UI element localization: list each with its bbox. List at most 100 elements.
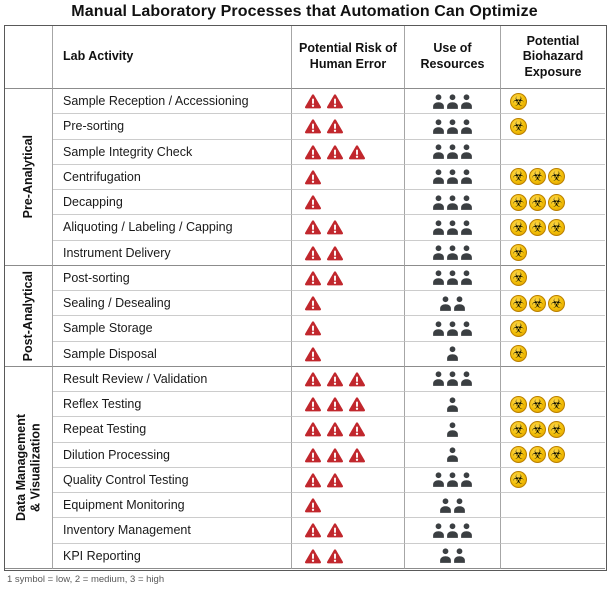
warning-triangle-icon (304, 523, 322, 538)
warning-triangle-icon (326, 473, 344, 488)
risk-symbols-cell (292, 190, 405, 216)
person-icon (447, 93, 458, 109)
activity-cell: Inventory Management (53, 518, 292, 544)
person-icon (433, 144, 444, 160)
risk-symbols-cell (292, 417, 405, 443)
warning-triangle-icon (304, 346, 322, 362)
person-icon (447, 144, 458, 160)
person-icon (447, 472, 458, 488)
person-icon (440, 497, 451, 513)
warning-triangle-icon (348, 422, 366, 437)
activity-cell: Aliquoting / Labeling / Capping (53, 215, 292, 241)
person-icon (447, 523, 458, 538)
resource-symbols-cell (405, 341, 501, 367)
risk-symbols-cell (292, 215, 405, 241)
resource-symbols-cell (405, 240, 501, 266)
biohazard-icon: ☣ (510, 92, 527, 110)
person-icon (461, 472, 472, 488)
person-icon (454, 295, 465, 311)
activity-cell: Dilution Processing (53, 442, 292, 468)
activity-cell: Pre-sorting (53, 114, 292, 140)
person-icon (447, 169, 458, 185)
warning-triangle-icon (304, 220, 322, 235)
activity-cell: KPI Reporting (53, 543, 292, 569)
biohazard-icon: ☣ (510, 345, 527, 363)
warning-triangle-icon (348, 372, 366, 387)
warning-triangle-icon (304, 422, 322, 437)
biohazard-symbols-cell: ☣ ☣ ☣ (501, 291, 605, 317)
warning-triangle-icon (348, 447, 366, 463)
person-icon (461, 220, 472, 235)
activity-cell: Quality Control Testing (53, 467, 292, 493)
biohazard-symbols-cell: ☣ (501, 316, 605, 342)
biohazard-icon: ☣ (548, 446, 565, 464)
biohazard-symbols-cell: ☣ ☣ ☣ (501, 165, 605, 190)
person-icon (447, 220, 458, 235)
person-icon (447, 245, 458, 261)
activity-cell: Reflex Testing (53, 392, 292, 418)
warning-triangle-icon (304, 144, 322, 160)
biohazard-icon: ☣ (510, 420, 527, 438)
warning-triangle-icon (326, 548, 344, 564)
column-header-resources: Use of Resources (405, 26, 501, 89)
biohazard-symbols-cell: ☣ (501, 241, 605, 266)
resource-symbols-cell (405, 265, 501, 291)
biohazard-icon: ☣ (548, 420, 565, 438)
person-icon (461, 119, 472, 134)
biohazard-icon: ☣ (529, 446, 546, 464)
biohazard-icon: ☣ (510, 269, 527, 287)
person-icon (433, 220, 444, 235)
resource-symbols-cell (405, 442, 501, 468)
risk-symbols-cell (292, 467, 405, 493)
person-icon (440, 295, 451, 311)
warning-triangle-icon (326, 397, 344, 412)
resource-symbols-cell (405, 89, 501, 115)
warning-triangle-icon (304, 119, 322, 134)
biohazard-symbols-cell: ☣ ☣ ☣ (501, 417, 605, 443)
resource-symbols-cell (405, 493, 501, 519)
biohazard-symbols-cell: ☣ (501, 114, 605, 140)
activity-cell: Sample Reception / Accessioning (53, 89, 292, 115)
biohazard-icon: ☣ (548, 193, 565, 211)
person-icon (447, 371, 458, 387)
biohazard-icon: ☣ (529, 193, 546, 211)
person-icon (447, 396, 458, 412)
biohazard-symbols-cell: ☣ ☣ ☣ (501, 443, 605, 468)
biohazard-icon: ☣ (529, 294, 546, 312)
biohazard-icon: ☣ (529, 218, 546, 236)
warning-triangle-icon (326, 94, 344, 109)
risk-symbols-cell (292, 366, 405, 392)
biohazard-icon: ☣ (510, 395, 527, 413)
warning-triangle-icon (304, 372, 322, 387)
risk-symbols-cell (292, 316, 405, 342)
risk-symbols-cell (292, 543, 405, 569)
risk-symbols-cell (292, 240, 405, 266)
group-label: Post-Analytical (5, 265, 53, 367)
warning-triangle-icon (304, 245, 322, 261)
group-label-text: Pre-Analytical (21, 135, 36, 219)
warning-triangle-icon (326, 220, 344, 235)
risk-symbols-cell (292, 164, 405, 190)
warning-triangle-icon (304, 195, 322, 210)
risk-symbols-cell (292, 89, 405, 115)
warning-triangle-icon (304, 473, 322, 488)
symbol-legend-note: 1 symbol = low, 2 = medium, 3 = high (7, 574, 165, 585)
resource-symbols-cell (405, 291, 501, 317)
group-label-text: Post-Analytical (21, 270, 36, 361)
person-icon (433, 93, 444, 109)
person-icon (454, 548, 465, 564)
biohazard-symbols-cell (501, 493, 605, 519)
person-icon (447, 194, 458, 210)
group-label-text: Data Management & Visualization (14, 413, 43, 521)
person-icon (433, 321, 444, 336)
person-icon (433, 169, 444, 185)
risk-symbols-cell (292, 114, 405, 140)
warning-triangle-icon (326, 523, 344, 538)
process-matrix-table: Lab Activity Potential Risk of Human Err… (4, 25, 607, 571)
person-icon (433, 371, 444, 387)
activity-cell: Decapping (53, 190, 292, 216)
person-icon (461, 245, 472, 261)
warning-triangle-icon (304, 548, 322, 564)
risk-symbols-cell (292, 392, 405, 418)
